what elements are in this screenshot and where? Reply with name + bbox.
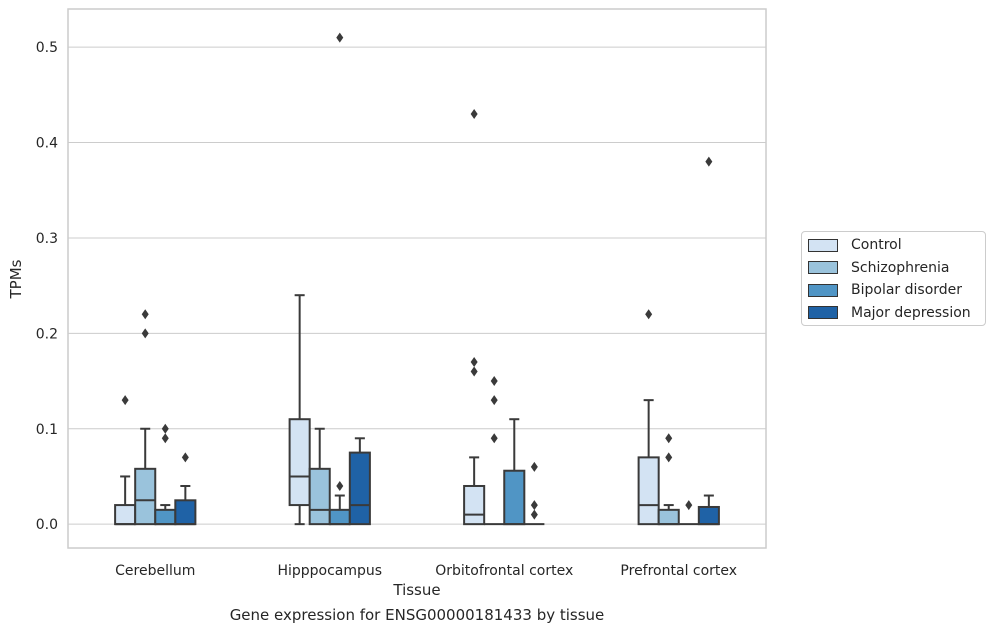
x-tick-labels: Cerebellum Hipppocampus Orbitofrontal cort… <box>115 563 737 579</box>
box-bipolar-disorder <box>503 418 526 526</box>
legend-label: Bipolar disorder <box>851 282 963 298</box>
legend-label: Control <box>851 237 902 253</box>
outlier-point <box>161 423 169 434</box>
y-tick-label: 0.5 <box>36 40 58 56</box>
legend-label: Schizophrenia <box>851 259 950 276</box>
outlier-point <box>470 108 478 119</box>
box-major-depression <box>174 452 197 526</box>
outlier-point <box>181 452 189 463</box>
outlier-point <box>645 309 653 320</box>
legend-item: Major depression <box>808 303 971 323</box>
box-schizophrenia <box>134 309 157 526</box>
legend-swatch <box>808 283 838 297</box>
figure-caption: Gene expression for ENSG00000181433 by t… <box>229 606 605 624</box>
x-tick-label: Hipppocampus <box>277 563 382 579</box>
box-body <box>348 451 371 526</box>
box-major-depression <box>697 156 720 526</box>
box-body <box>657 508 680 526</box>
box-body <box>328 508 351 526</box>
box-schizophrenia <box>308 427 331 526</box>
box-major-depression <box>348 437 371 526</box>
y-tick-label: 0.1 <box>36 422 58 438</box>
y-tick-label: 0.0 <box>36 517 58 533</box>
box-body <box>308 467 331 526</box>
y-tick-label: 0.2 <box>36 326 58 342</box>
x-tick-label: Orbitofrontal cortex <box>435 563 573 579</box>
outlier-point <box>530 461 538 472</box>
box-control <box>288 294 311 526</box>
box-control <box>463 108 486 526</box>
y-tick-labels: 0.0 0.1 0.2 0.3 0.4 0.5 <box>36 40 58 533</box>
outlier-point <box>705 156 713 167</box>
outlier-point <box>665 452 673 463</box>
outlier-point <box>490 433 498 444</box>
outlier-point <box>685 500 693 511</box>
legend-swatch <box>808 238 838 252</box>
box-major-depression <box>524 461 545 526</box>
x-tick-label: Cerebellum <box>115 563 195 579</box>
outlier-point <box>490 395 498 406</box>
x-tick-label: Prefrontal cortex <box>620 563 737 579</box>
outlier-point <box>665 433 673 444</box>
outlier-point <box>141 328 149 339</box>
legend-item: Schizophrenia <box>808 258 949 278</box>
legend-label: Major depression <box>851 304 971 321</box>
box-schizophrenia <box>657 433 680 526</box>
box-schizophrenia <box>484 376 505 526</box>
box-body <box>463 484 486 526</box>
legend-swatch <box>808 306 838 319</box>
legend-item: Control <box>808 235 902 255</box>
outlier-point <box>530 500 538 511</box>
outlier-point <box>470 356 478 367</box>
box-control <box>114 395 137 526</box>
plot-area <box>67 8 767 549</box>
y-axis-label: TPMs <box>7 259 25 299</box>
legend-item: Bipolar disorder <box>808 280 962 300</box>
outlier-point <box>490 376 498 387</box>
box-body <box>288 418 311 507</box>
box-bipolar-disorder <box>678 500 699 526</box>
box-body <box>134 467 157 526</box>
boxes <box>114 32 720 526</box>
box-control <box>637 309 660 526</box>
legend-swatch <box>808 261 838 274</box>
box-body <box>174 499 197 526</box>
outlier-point <box>336 32 344 43</box>
outlier-point <box>470 366 478 377</box>
outlier-point <box>336 480 344 491</box>
box-bipolar-disorder <box>328 32 351 526</box>
y-tick-label: 0.4 <box>36 136 58 152</box>
outlier-point <box>121 395 129 406</box>
outlier-point <box>161 433 169 444</box>
box-body <box>154 508 177 526</box>
outlier-point <box>530 509 538 520</box>
y-tick-label: 0.3 <box>36 231 58 247</box>
x-axis-label: Tissue <box>392 581 440 599</box>
box-body <box>503 469 526 526</box>
legend: Control Schizophrenia Bipolar disorder Majo… <box>801 231 986 326</box>
box-body <box>637 456 660 526</box>
box-body <box>697 505 720 526</box>
box-body <box>114 504 137 526</box>
outlier-point <box>141 309 149 320</box>
